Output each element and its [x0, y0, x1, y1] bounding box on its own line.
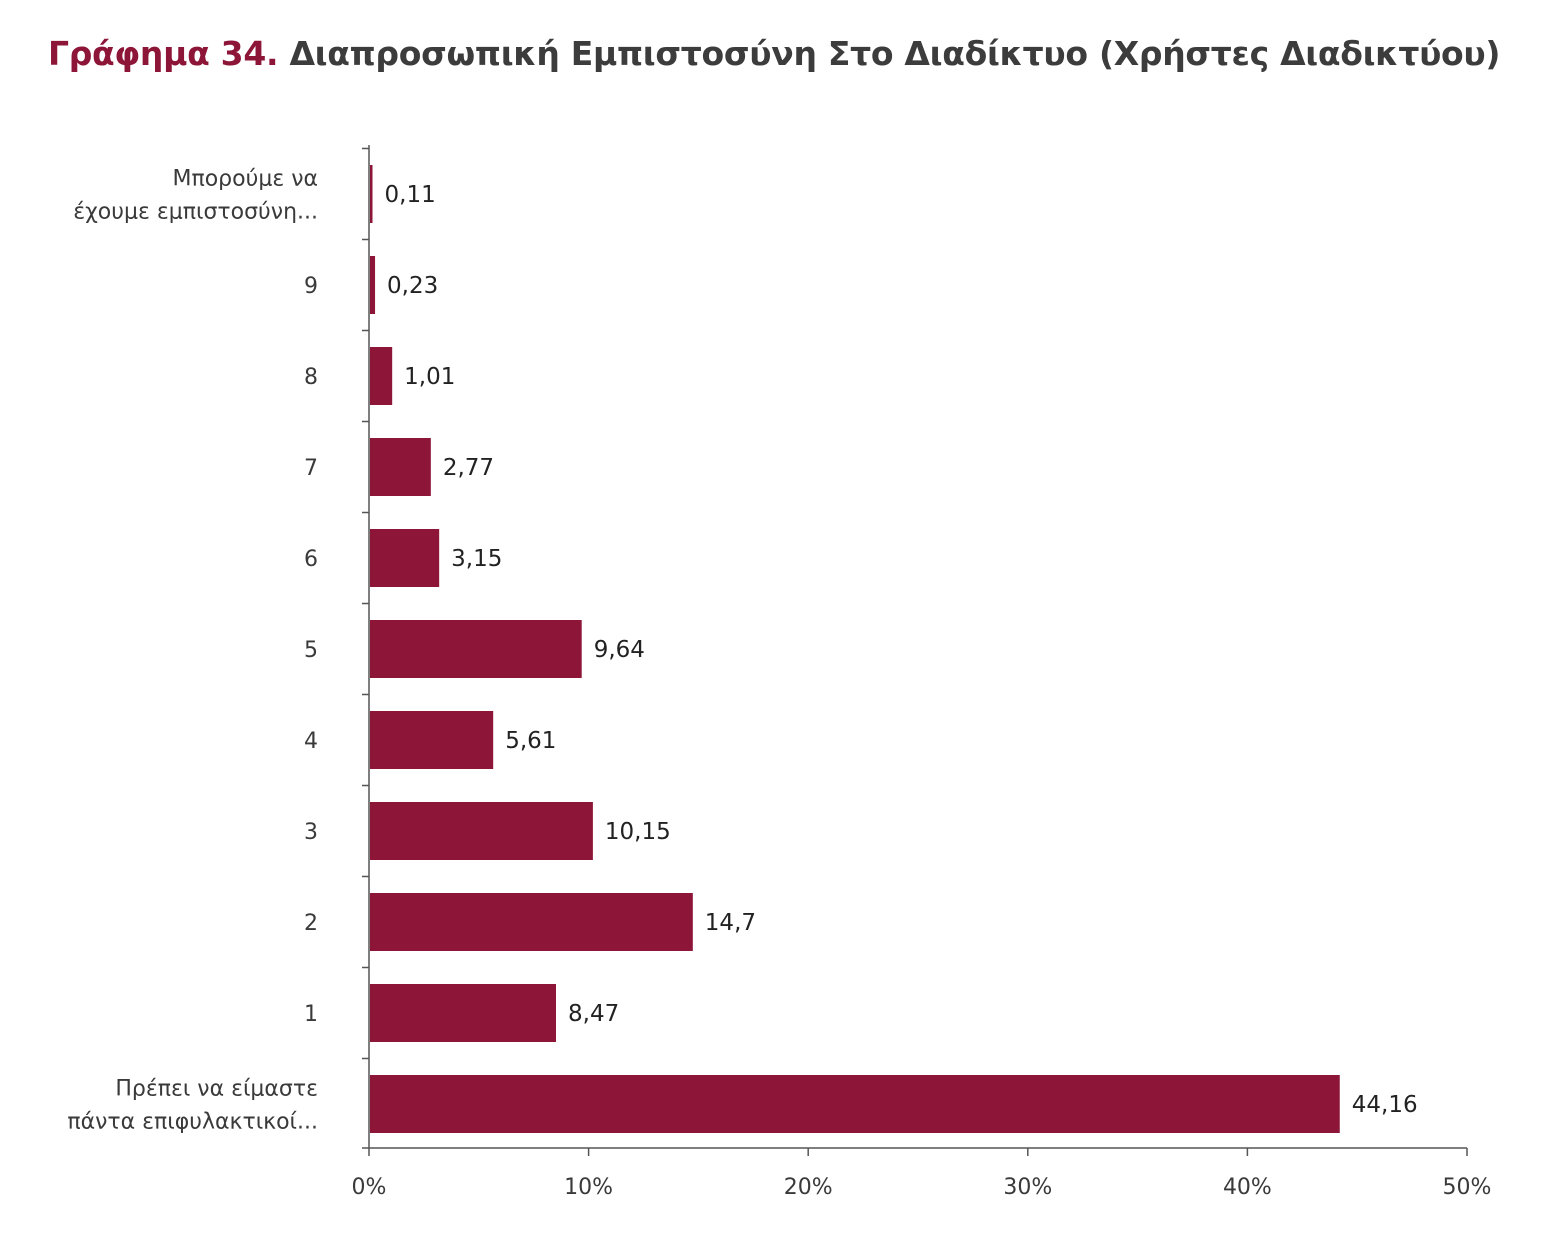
data-label: 0,11 — [385, 182, 436, 208]
data-label: 0,23 — [387, 273, 438, 299]
bar — [370, 620, 582, 678]
category-label: 4 — [304, 729, 318, 754]
data-label: 9,64 — [594, 637, 645, 663]
data-label: 3,15 — [451, 546, 502, 572]
x-tick-label: 40% — [1223, 1175, 1272, 1200]
category-label: 2 — [304, 911, 318, 936]
bar — [370, 1075, 1340, 1133]
chart-title: Γράφημα 34. Διαπροσωπική Εμπιστοσύνη Στο… — [48, 34, 1501, 73]
bar — [370, 256, 376, 314]
bar — [370, 529, 440, 587]
x-tick-label: 50% — [1443, 1175, 1492, 1200]
category-label: 9 — [304, 274, 318, 299]
chart-title-text: Διαπροσωπική Εμπιστοσύνη Στο Διαδίκτυο (… — [289, 34, 1501, 73]
category-label: έχουμε εμπιστοσύνη... — [73, 200, 318, 225]
category-label: Πρέπει να είμαστε — [115, 1077, 318, 1102]
bar — [370, 165, 373, 223]
data-label: 10,15 — [605, 819, 671, 845]
data-label: 14,7 — [705, 910, 756, 936]
bar — [370, 802, 593, 860]
chart-title-prefix: Γράφημα 34. — [48, 34, 279, 73]
category-label: 7 — [304, 456, 318, 481]
data-label: 2,77 — [443, 455, 494, 481]
category-label: Μπορούμε να — [172, 167, 318, 192]
category-label: 8 — [304, 365, 318, 390]
category-label: 6 — [304, 547, 318, 572]
bar — [370, 984, 557, 1042]
bar — [370, 893, 693, 951]
bar — [370, 347, 393, 405]
data-label: 8,47 — [568, 1001, 619, 1027]
x-tick-label: 20% — [784, 1175, 833, 1200]
bar — [370, 438, 431, 496]
data-label: 44,16 — [1352, 1092, 1418, 1118]
x-tick-label: 10% — [564, 1175, 613, 1200]
data-label: 1,01 — [404, 364, 455, 390]
category-label: 5 — [304, 638, 318, 663]
x-tick-label: 30% — [1003, 1175, 1052, 1200]
x-tick-label: 0% — [352, 1175, 387, 1200]
bar — [370, 711, 494, 769]
category-label: 1 — [304, 1002, 318, 1027]
category-label: πάντα επιφυλακτικοί... — [67, 1110, 318, 1135]
data-label: 5,61 — [505, 728, 556, 754]
category-label: 3 — [304, 820, 318, 845]
